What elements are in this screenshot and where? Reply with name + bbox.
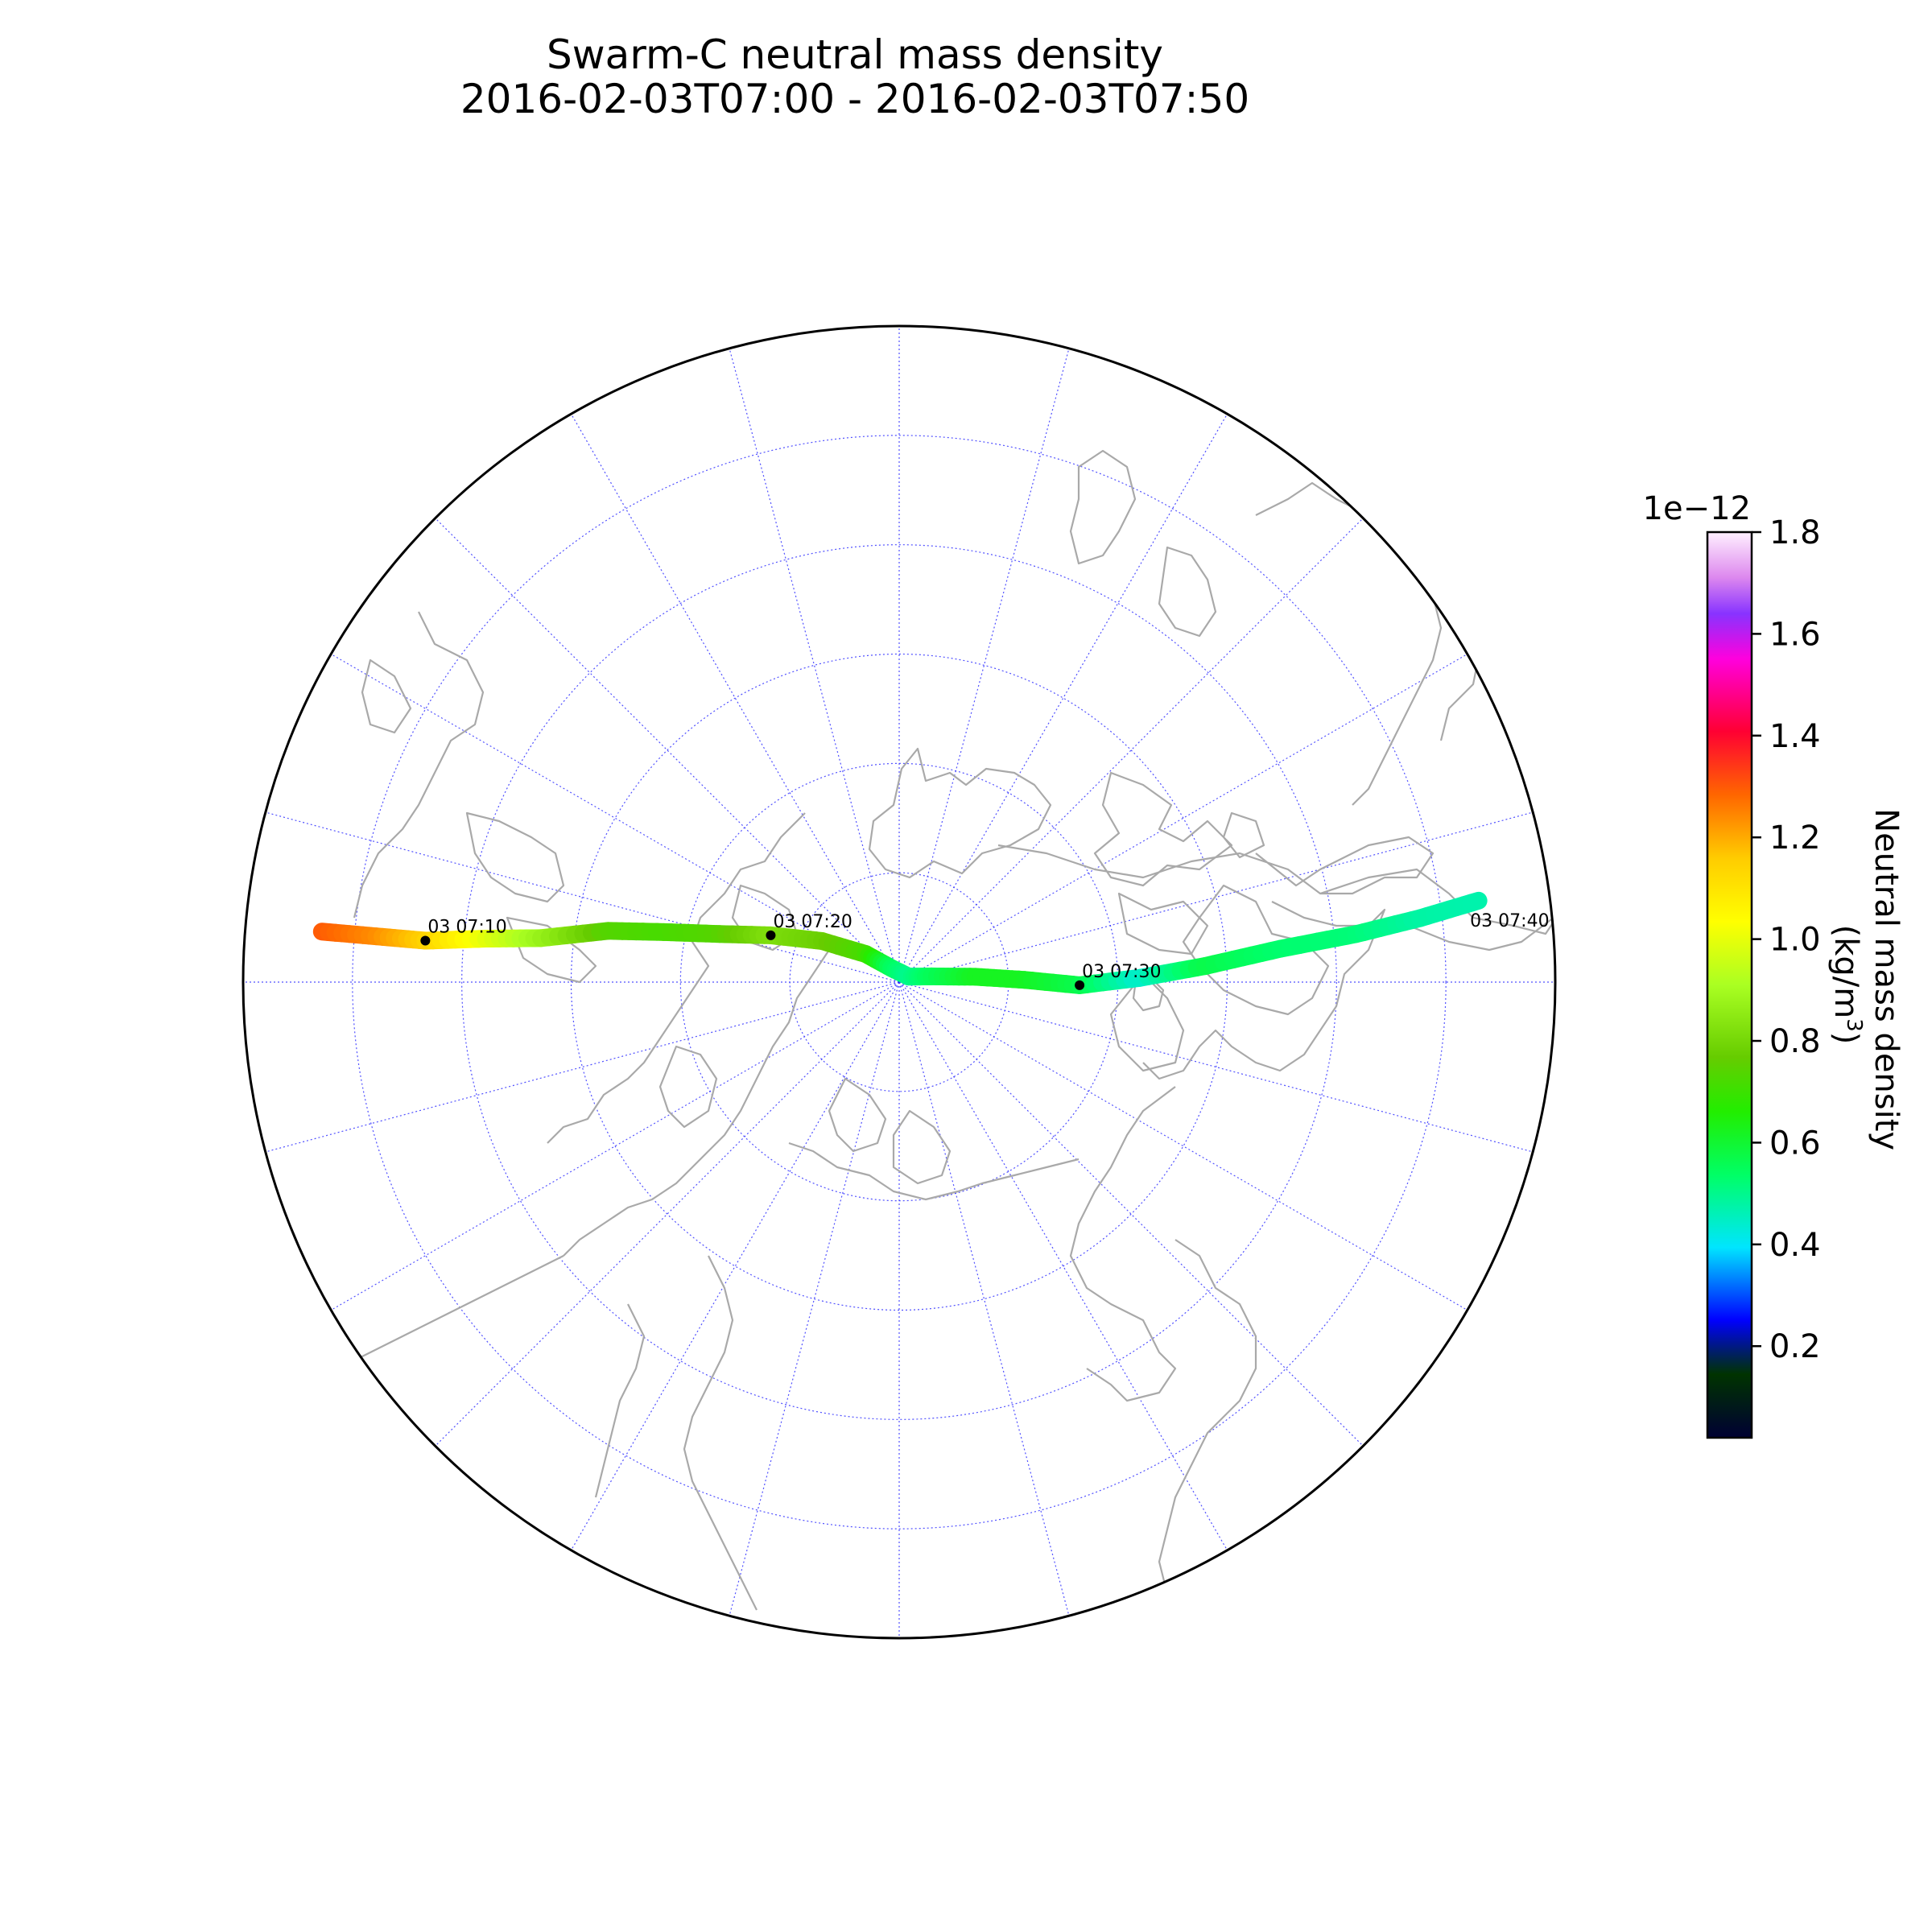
colorbar-tick-label: 1.2 [1769, 819, 1821, 857]
colorbar-tick-label: 0.4 [1769, 1227, 1821, 1264]
meridian-315 [357, 440, 900, 983]
parallel-60 [570, 653, 1228, 1311]
meridian-330 [516, 326, 900, 983]
colorbar-tick-label: 1.0 [1769, 922, 1821, 959]
meridian-150 [898, 981, 1282, 1638]
colorbar-label-line-2: (kg/m3) [1827, 925, 1866, 1045]
meridian-105 [898, 981, 1555, 1181]
colorbar-ticks: 0.2 0.4 0.6 0.8 1.0 1.2 1.4 1.6 1.8 [1752, 514, 1821, 1365]
meridian-135 [898, 981, 1441, 1524]
colorbar-multiplier: 1e−12 [1643, 490, 1751, 527]
coastline-greenland [868, 747, 1052, 879]
time-marker-label: 03 07:10 [427, 918, 506, 938]
meridian-285 [243, 783, 900, 983]
colorbar-tick-label: 0.2 [1769, 1328, 1821, 1365]
colorbar-label: Neutral mass density (kg/m3) [1827, 808, 1905, 1161]
time-marker-label: 03 07:30 [1082, 962, 1161, 982]
coastline-upper-left [353, 611, 597, 984]
time-marker-label: 03 07:40 [1470, 911, 1549, 931]
parallel-40 [352, 435, 1447, 1530]
meridian-15 [898, 326, 1098, 983]
colorbar-label-unit-sup: 3 [1842, 1018, 1866, 1032]
colorbar-tick-label: 1.8 [1769, 514, 1821, 551]
track-segment [1462, 891, 1488, 912]
time-marker-dot [420, 935, 431, 946]
coastline-asia [305, 1255, 758, 1611]
graticule [243, 326, 1555, 1638]
time-marker-dot [1075, 980, 1085, 990]
coastline-siberia [563, 949, 1080, 1257]
coastline-upper-right [1069, 449, 1483, 806]
colorbar-label-unit-prefix: (kg/m [1827, 925, 1864, 1019]
coastline-canadian-archipelago [1093, 771, 1265, 956]
colorbar-tick-label: 1.4 [1769, 718, 1821, 755]
meridian-300 [243, 599, 900, 983]
meridian-345 [700, 326, 900, 983]
parallel-50 [461, 544, 1337, 1420]
coastline-europe [547, 812, 806, 1144]
meridian-240 [243, 981, 900, 1365]
meridian-60 [898, 599, 1555, 983]
meridian-45 [898, 440, 1441, 983]
meridian-75 [898, 783, 1555, 983]
meridian-195 [700, 981, 900, 1638]
colorbar-fill [1707, 532, 1752, 1438]
time-marker-label: 03 07:20 [773, 912, 852, 932]
colorbar-label-unit-suffix: ) [1827, 1032, 1864, 1045]
meridian-255 [243, 981, 900, 1181]
colorbar-tick-label: 0.6 [1769, 1125, 1821, 1162]
satellite-track [312, 891, 1488, 994]
meridian-210 [516, 981, 900, 1638]
meridian-165 [898, 981, 1098, 1638]
colorbar-label-line-1: Neutral mass density [1868, 808, 1905, 1150]
coastlines [305, 449, 1555, 1611]
coastline-alaska [1069, 1086, 1257, 1595]
title-line-2: 2016-02-03T07:00 - 2016-02-03T07:50 [460, 76, 1249, 122]
polar-map: 03 07:10 03 07:20 03 07:30 03 07:40 [242, 324, 1557, 1640]
colorbar: 1e−12 0.2 0.4 0.6 0.8 1.0 1.2 1.4 1.6 1.8 Neutra… [1643, 490, 1905, 1439]
map-boundary [242, 324, 1557, 1640]
coastline-north-america [997, 828, 1555, 1016]
meridian-120 [898, 981, 1555, 1365]
colorbar-frame [1706, 530, 1753, 1439]
time-markers: 03 07:10 03 07:20 03 07:30 03 07:40 [420, 911, 1550, 990]
time-marker-dot [766, 930, 776, 940]
colorbar-tick-label: 0.8 [1769, 1023, 1821, 1060]
meridian-225 [357, 981, 900, 1524]
title-line-1: Swarm-C neutral mass density [547, 31, 1163, 78]
meridian-30 [898, 326, 1282, 983]
colorbar-tick-label: 1.6 [1769, 616, 1821, 653]
